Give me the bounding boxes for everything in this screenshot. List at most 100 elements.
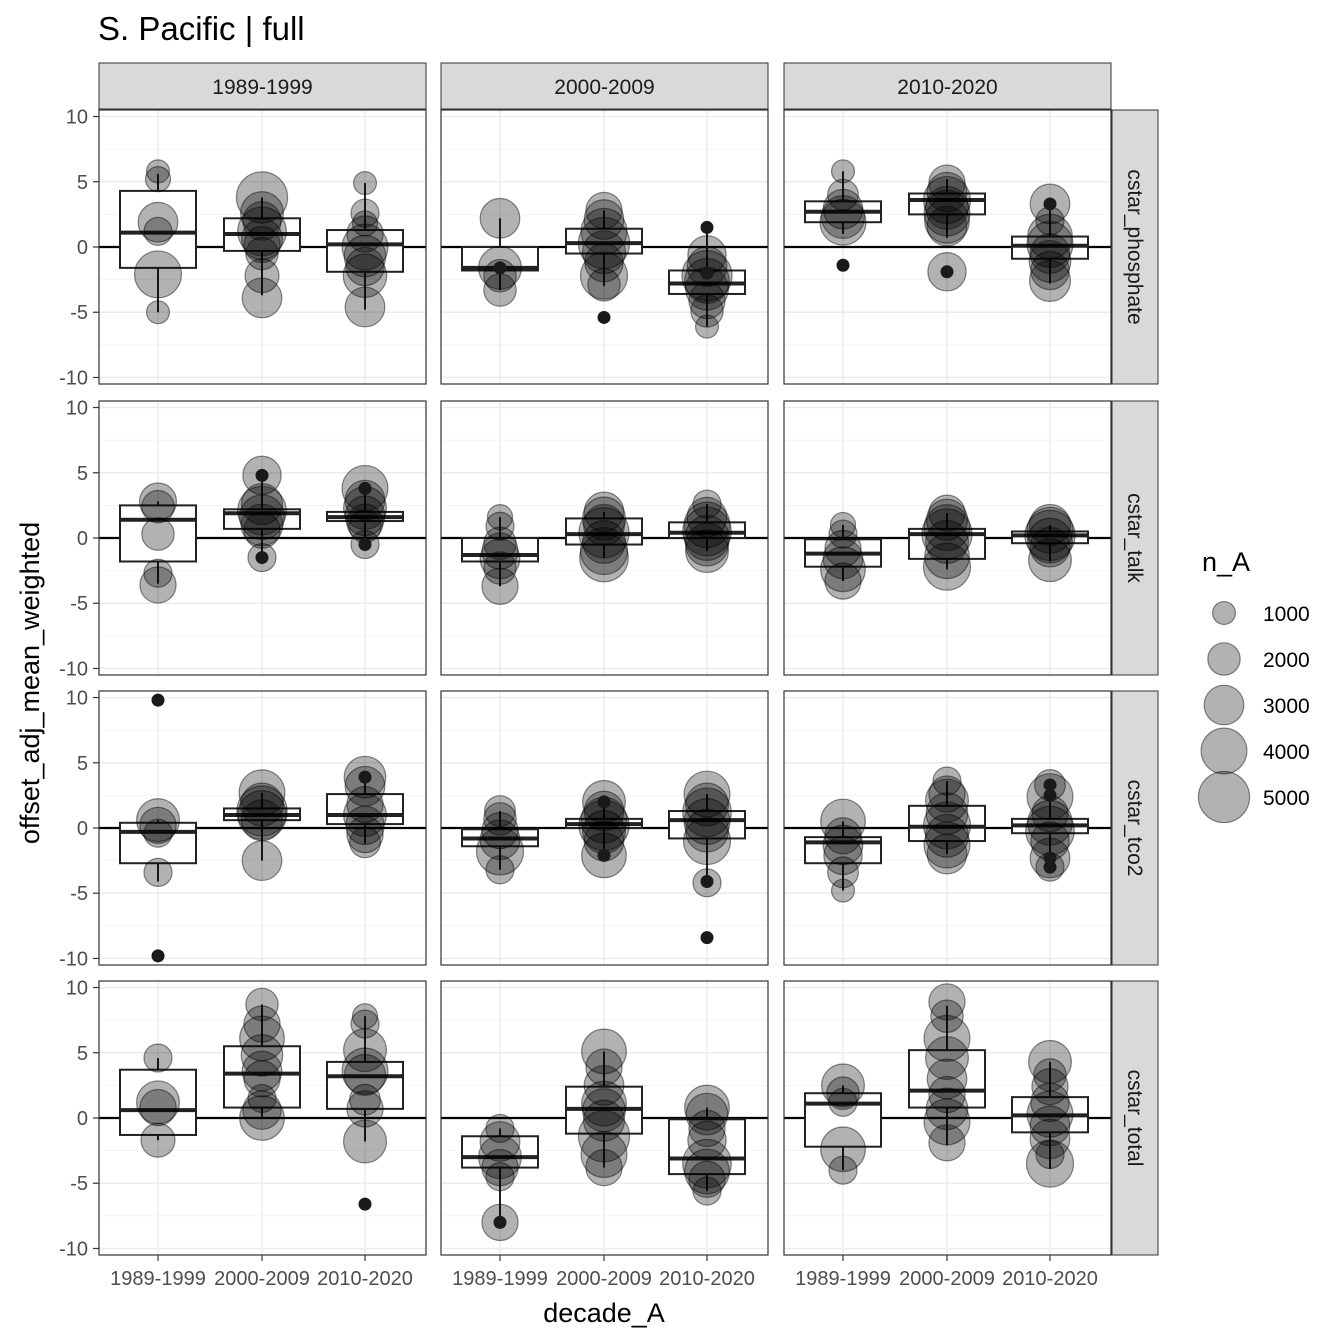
data-point bbox=[580, 1131, 628, 1179]
data-point bbox=[925, 1087, 969, 1131]
data-point bbox=[581, 519, 627, 564]
data-point bbox=[1030, 250, 1070, 291]
data-point bbox=[684, 1084, 730, 1131]
data-point bbox=[484, 795, 516, 827]
data-point bbox=[137, 201, 179, 243]
data-point bbox=[240, 483, 284, 526]
outlier-point bbox=[358, 538, 372, 552]
data-point bbox=[922, 175, 972, 225]
data-point bbox=[824, 817, 862, 855]
data-point bbox=[923, 1098, 971, 1146]
data-point bbox=[684, 515, 730, 561]
data-point bbox=[925, 792, 969, 836]
outlier-point bbox=[1043, 788, 1057, 802]
facet-panel bbox=[98, 400, 427, 676]
outlier-point bbox=[700, 874, 714, 888]
outlier-point bbox=[597, 848, 611, 862]
data-point bbox=[139, 1088, 177, 1127]
y-tick-label: 10 bbox=[66, 107, 88, 129]
data-point bbox=[579, 251, 629, 300]
panel-border bbox=[783, 109, 1112, 385]
data-point bbox=[239, 494, 285, 541]
data-point bbox=[925, 498, 969, 541]
y-tick-label: 0 bbox=[77, 1108, 88, 1130]
legend-key-circle bbox=[1200, 727, 1248, 775]
y-tick-label: -10 bbox=[59, 1238, 88, 1260]
data-point bbox=[820, 546, 866, 593]
data-point bbox=[344, 479, 386, 521]
data-point bbox=[924, 198, 970, 244]
y-tick-label: -5 bbox=[70, 593, 88, 615]
x-tick-label: 1989-1999 bbox=[110, 1268, 206, 1290]
data-point bbox=[143, 558, 173, 588]
data-point bbox=[924, 185, 970, 230]
data-point bbox=[924, 519, 970, 564]
data-point bbox=[583, 491, 625, 533]
data-point bbox=[926, 1058, 968, 1100]
data-point bbox=[1027, 1039, 1073, 1084]
data-point bbox=[483, 802, 517, 836]
legend-key-circle bbox=[1211, 600, 1237, 626]
data-point bbox=[579, 532, 629, 583]
data-point bbox=[581, 1080, 627, 1127]
data-point bbox=[928, 164, 966, 202]
data-point bbox=[682, 1138, 732, 1189]
data-point bbox=[692, 1176, 722, 1206]
data-point bbox=[141, 517, 175, 551]
data-point bbox=[240, 799, 284, 842]
row-strip bbox=[1111, 690, 1159, 966]
data-point bbox=[481, 532, 519, 570]
data-point bbox=[685, 1092, 729, 1136]
data-point bbox=[485, 1113, 515, 1144]
facet-panel bbox=[440, 109, 769, 385]
data-point bbox=[350, 198, 380, 228]
outlier-point bbox=[1043, 860, 1057, 874]
box-iqr bbox=[908, 804, 986, 843]
outlier-point bbox=[1043, 778, 1057, 792]
y-tick-label: -10 bbox=[59, 367, 88, 389]
data-point bbox=[1027, 517, 1073, 564]
outlier-point bbox=[493, 1215, 507, 1229]
column-strip bbox=[440, 62, 769, 110]
box-iqr bbox=[326, 1060, 404, 1110]
data-point bbox=[1029, 233, 1071, 274]
data-point bbox=[1025, 1139, 1075, 1188]
data-point bbox=[346, 785, 384, 824]
data-point bbox=[922, 542, 972, 591]
data-point bbox=[682, 817, 732, 866]
data-point bbox=[485, 1162, 515, 1192]
data-point bbox=[245, 987, 279, 1022]
y-tick-label: 5 bbox=[77, 1043, 88, 1065]
data-point bbox=[143, 857, 173, 887]
x-tick-label: 2010-2020 bbox=[659, 1268, 755, 1290]
box-iqr bbox=[119, 1068, 197, 1136]
row-strip-label: cstar_phosphate bbox=[1123, 169, 1146, 324]
y-tick-label: 10 bbox=[66, 398, 88, 420]
data-point bbox=[145, 159, 171, 184]
outlier-point bbox=[700, 266, 714, 280]
facet-panel bbox=[98, 690, 427, 966]
data-point bbox=[824, 529, 862, 568]
panel-border bbox=[783, 400, 1112, 676]
y-tick-label: 5 bbox=[77, 463, 88, 485]
x-tick-label: 2010-2020 bbox=[317, 1268, 413, 1290]
data-point bbox=[349, 826, 381, 859]
data-point bbox=[692, 489, 722, 519]
data-point bbox=[479, 1121, 521, 1162]
data-point bbox=[352, 171, 378, 196]
data-point bbox=[243, 1060, 281, 1098]
data-point bbox=[585, 1148, 623, 1187]
data-point bbox=[144, 166, 172, 193]
data-point bbox=[1024, 509, 1076, 562]
y-tick-label: -5 bbox=[70, 883, 88, 905]
row-strip bbox=[1111, 400, 1159, 676]
data-point bbox=[926, 171, 968, 213]
data-point bbox=[243, 1005, 281, 1043]
legend-key-label: 4000 bbox=[1263, 741, 1310, 764]
data-point bbox=[932, 766, 962, 796]
data-point bbox=[143, 818, 173, 848]
data-point bbox=[688, 1109, 726, 1148]
panel-border bbox=[440, 400, 769, 676]
box-iqr bbox=[908, 1049, 986, 1109]
